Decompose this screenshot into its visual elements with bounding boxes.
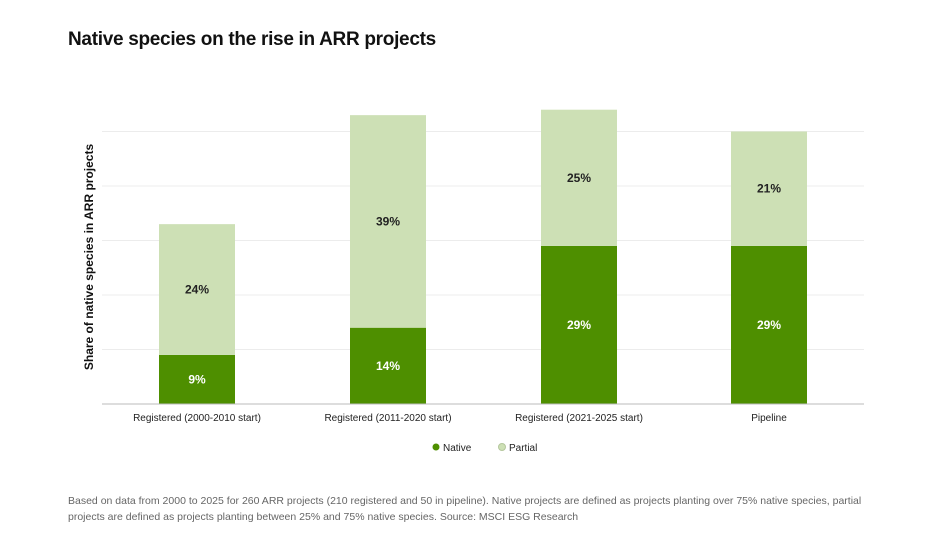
data-label: 29% — [567, 318, 591, 332]
x-tick-label: Registered (2000-2010 start) — [133, 413, 261, 424]
data-label: 14% — [376, 359, 400, 373]
bar-partial — [541, 109, 617, 246]
data-label: 9% — [188, 372, 206, 386]
legend-marker-native — [432, 443, 440, 451]
legend-label: Partial — [509, 443, 537, 454]
data-label: 21% — [757, 182, 781, 196]
legend-label: Native — [443, 443, 472, 454]
bar-partial — [350, 115, 426, 328]
footnote: Based on data from 2000 to 2025 for 260 … — [68, 495, 862, 523]
data-label: 39% — [376, 214, 400, 228]
legend-marker-partial — [498, 443, 506, 451]
x-tick-label: Pipeline — [751, 413, 787, 424]
bar-native — [541, 245, 617, 404]
data-label: 24% — [185, 283, 209, 297]
data-label: 29% — [757, 318, 781, 332]
bar-native — [350, 327, 426, 404]
x-tick-label: Registered (2011-2020 start) — [324, 413, 451, 424]
bar-native — [159, 354, 235, 404]
bar-partial — [159, 224, 235, 355]
x-tick-label: Registered (2021-2025 start) — [515, 413, 643, 424]
bar-native — [731, 245, 807, 404]
data-label: 25% — [567, 171, 591, 185]
y-axis-label: Share of native species in ARR projects — [82, 144, 96, 371]
chart-title: Native species on the rise in ARR projec… — [68, 29, 436, 50]
bar-partial — [731, 131, 807, 246]
